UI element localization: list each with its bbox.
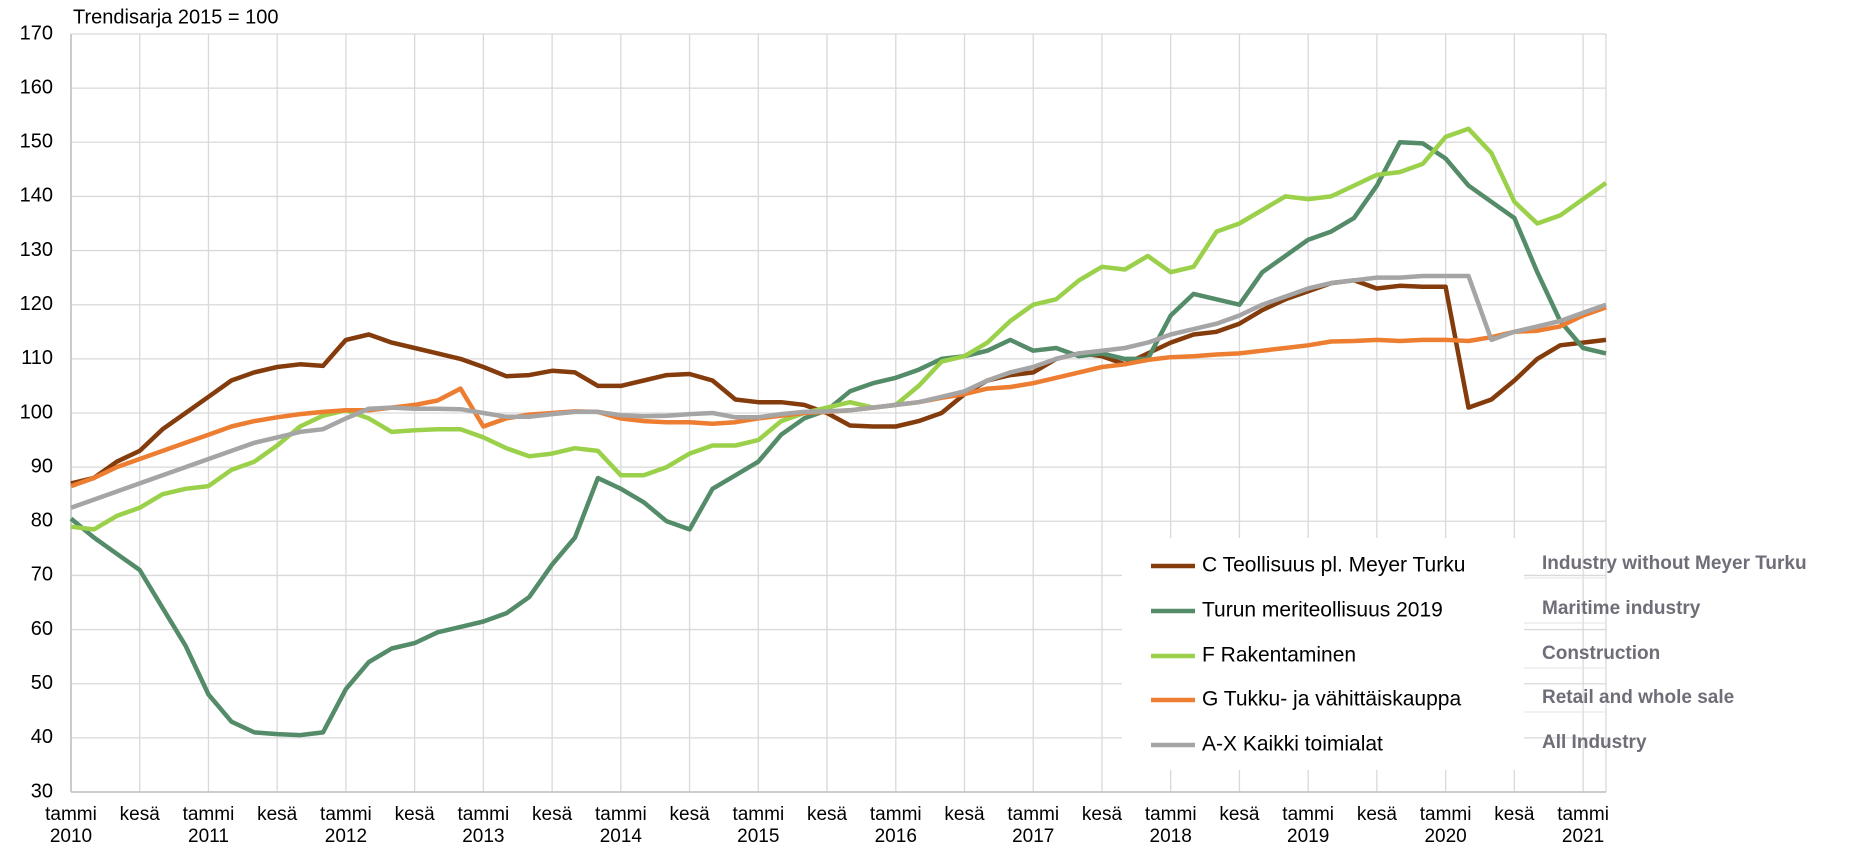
legend-translation: Construction [1542, 643, 1660, 664]
y-tick-label: 90 [31, 455, 53, 477]
legend-label: G Tukku- ja vähittäiskauppa [1202, 688, 1461, 711]
x-tick-label: kesä [532, 804, 573, 825]
x-tick-label: kesä [394, 804, 435, 825]
legend-translation: All Industry [1542, 732, 1647, 753]
series-line [70, 273, 1607, 510]
x-tick-label: kesä [257, 804, 298, 825]
series-line [69, 140, 1607, 738]
y-tick-label: 160 [20, 76, 53, 98]
x-tick-label: kesä [944, 804, 985, 825]
x-tick-label: tammi 2014 [594, 804, 647, 847]
legend-label: A-X Kaikki toimialat [1202, 733, 1383, 756]
x-tick-label: tammi 2011 [182, 804, 235, 847]
y-tick-label: 80 [31, 510, 53, 532]
x-tick-label: kesä [669, 804, 710, 825]
x-tick-label: tammi 2012 [320, 804, 372, 847]
legend-translation: Maritime industry [1542, 598, 1701, 619]
y-tick-label: 40 [31, 726, 53, 748]
y-tick-label: 130 [20, 239, 53, 261]
x-tick-label: kesä [806, 804, 848, 825]
x-tick-label: tammi 2013 [457, 804, 510, 847]
chart-title: Trendisarja 2015 = 100 [73, 6, 279, 28]
x-tick-label: tammi 2010 [45, 804, 97, 847]
series-line [70, 278, 1607, 486]
y-tick-label: 60 [31, 618, 53, 640]
x-tick-label: kesä [119, 804, 160, 825]
y-tick-label: 110 [21, 347, 53, 369]
x-tick-label: kesä [1081, 804, 1123, 825]
x-tick-label: tammi 2018 [1144, 804, 1197, 847]
y-tick-label: 150 [20, 131, 53, 153]
y-tick-label: 50 [31, 672, 53, 694]
y-tick-label: 120 [20, 293, 53, 315]
x-tick-label: tammi 2021 [1557, 804, 1609, 847]
series-line [70, 305, 1607, 489]
x-tick-label: kesä [1356, 804, 1397, 825]
y-tick-label: 140 [20, 185, 53, 207]
y-tick-label: 170 [20, 22, 53, 44]
x-tick-label: tammi 2019 [1282, 804, 1335, 847]
legend-label: F Rakentaminen [1202, 644, 1356, 667]
x-tick-label: tammi 2016 [869, 804, 922, 847]
x-tick-label: kesä [1219, 804, 1260, 825]
x-tick-label: tammi 2020 [1419, 804, 1472, 847]
x-tick-label: kesä [1494, 804, 1535, 825]
x-tick-label: tammi 2017 [1007, 804, 1060, 847]
legend-label: C Teollisuus pl. Meyer Turku [1202, 554, 1465, 577]
legend-translation: Industry without Meyer Turku [1542, 553, 1807, 574]
legend-translation: Retail and whole sale [1542, 687, 1734, 708]
y-tick-label: 100 [20, 401, 53, 423]
y-tick-label: 30 [31, 780, 53, 802]
y-tick-label: 70 [31, 564, 53, 586]
legend-label: Turun meriteollisuus 2019 [1202, 599, 1443, 622]
series-line [70, 126, 1608, 532]
x-tick-label: tammi 2015 [732, 804, 785, 847]
